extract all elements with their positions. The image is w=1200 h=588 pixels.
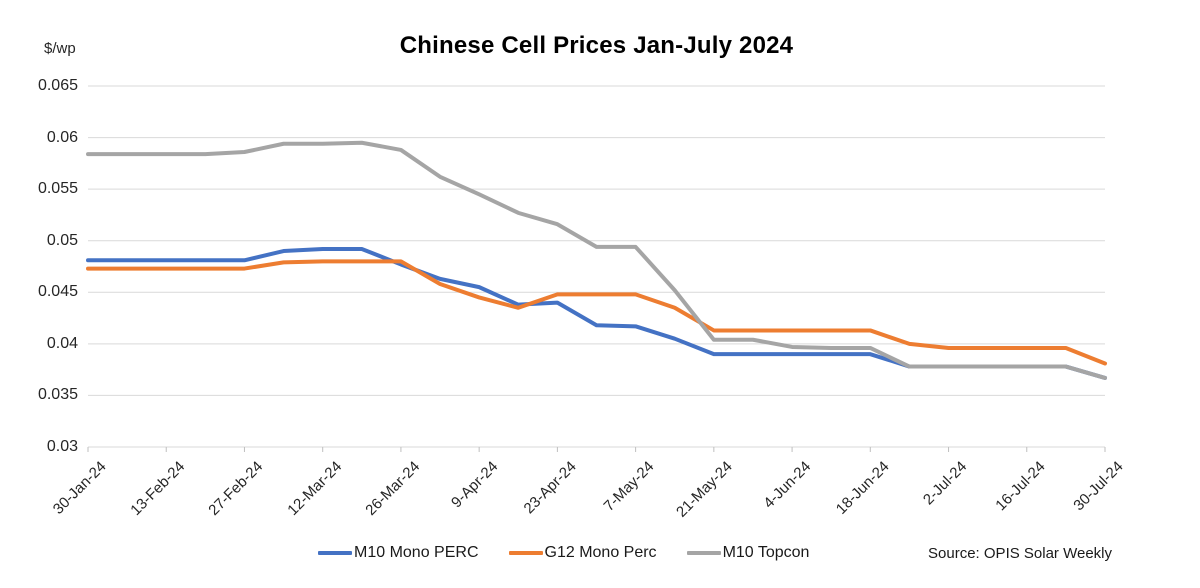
y-tick-label: 0.03 [46, 438, 78, 455]
y-tick-label: 0.04 [46, 334, 78, 352]
series-line-g12-mono-perc [86, 259, 1107, 366]
y-tick-label: 0.05 [46, 231, 78, 249]
chart-legend: M10 Mono PERC G12 Mono Perc M10 Topcon [318, 544, 809, 562]
y-tick-label: 0.055 [37, 180, 78, 198]
legend-line-swatch-icon [318, 551, 352, 555]
chart-title: Chinese Cell Prices Jan-July 2024 [399, 32, 794, 59]
legend-item-m10-mono-perc: M10 Mono PERC [318, 544, 479, 562]
source-attribution: Source: OPIS Solar Weekly [928, 545, 1112, 562]
y-tick-label: 0.045 [37, 283, 78, 301]
y-axis-unit-label: $/wp [44, 40, 76, 57]
y-tick-label: 0.06 [46, 128, 78, 146]
legend-item-g12-mono-perc: G12 Mono Perc [508, 544, 657, 562]
legend-label: G12 Mono Perc [544, 544, 657, 561]
series-line-m10-topcon [86, 140, 1107, 380]
legend-line-swatch-icon [508, 551, 543, 555]
legend-label: M10 Topcon [722, 544, 810, 561]
y-tick-label: 0.065 [37, 77, 78, 94]
legend-item-m10-topcon: M10 Topcon [686, 544, 810, 562]
legend-line-swatch-icon [686, 551, 721, 555]
y-tick-label: 0.035 [37, 386, 78, 404]
legend-label: M10 Mono PERC [354, 544, 479, 561]
